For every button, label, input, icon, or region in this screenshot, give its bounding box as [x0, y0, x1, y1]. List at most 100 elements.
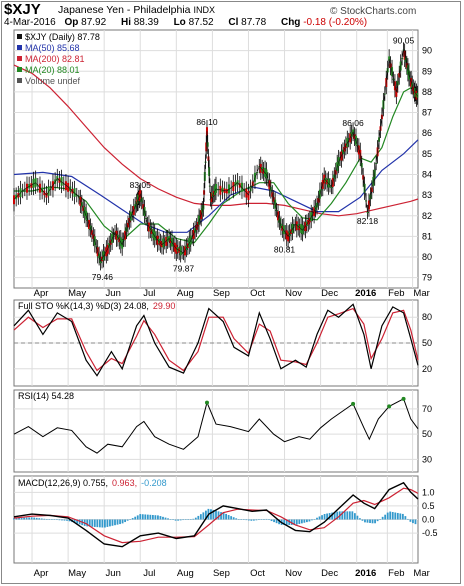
price-bar-body — [240, 182, 243, 192]
ma50-line — [13, 139, 419, 233]
macd-histogram-bar — [210, 509, 212, 520]
macd-histogram-bar — [96, 519, 99, 528]
price-bar-body — [301, 225, 304, 235]
price-bar-body — [179, 246, 182, 256]
macd-histogram-bar — [212, 509, 215, 520]
macd-histogram-bar — [63, 519, 66, 521]
macd-histogram-bar — [288, 519, 291, 525]
macd-histogram-bar — [293, 519, 296, 525]
rsi-tick-label: 70 — [422, 404, 432, 414]
close-value: 87.78 — [241, 17, 267, 28]
macd-histogram-bar — [167, 518, 169, 520]
price-bar-body — [300, 224, 303, 233]
macd-histogram-bar — [101, 519, 104, 528]
macd-histogram-bar — [346, 511, 349, 520]
macd-histogram-bar — [134, 516, 137, 520]
price-month-label: Dec — [321, 288, 338, 299]
macd-histogram-bar — [364, 519, 366, 523]
macd-histogram-bar — [336, 511, 339, 520]
macd-histogram-bar — [124, 519, 126, 523]
macd-histogram-bar — [414, 519, 417, 525]
macd-histogram-bar — [275, 519, 278, 524]
macd-histogram-bar — [303, 519, 306, 523]
price-bar-body — [38, 183, 41, 193]
macd-histogram-bar — [252, 519, 255, 521]
rsi-line — [13, 398, 419, 454]
macd-histogram-bar — [316, 517, 318, 520]
macd-histogram-bar — [68, 519, 71, 522]
macd-histogram-bar — [13, 518, 15, 520]
macd-histogram-bar — [381, 516, 384, 520]
macd-histogram-bar — [88, 519, 91, 527]
macd-histogram-bar — [313, 519, 316, 520]
macd-histogram-bar — [48, 519, 51, 520]
macd-histogram-bar — [189, 519, 192, 520]
bottom-month-label: Mar — [413, 568, 429, 579]
price-bar-body — [13, 195, 15, 205]
macd-histogram-bar — [136, 515, 139, 520]
price-bar-body — [227, 184, 230, 194]
macd-histogram-bar — [359, 518, 361, 520]
price-bar-body — [295, 221, 298, 231]
price-annotation: 82.18 — [357, 216, 379, 226]
high-value: 88.39 — [133, 17, 159, 28]
price-bar-body — [215, 183, 217, 193]
macd-histogram-bar — [202, 512, 205, 520]
macd-histogram-bar — [33, 517, 36, 520]
price-bar-body — [247, 191, 250, 201]
price-legend-entry: MA(200) 82.81 — [25, 54, 85, 64]
price-bar-body — [165, 236, 168, 246]
macd-histogram-bar — [409, 519, 412, 522]
macd-legend-entry: MACD(12,26,9) 0.755, — [18, 478, 108, 488]
macd-histogram-bar — [40, 518, 43, 520]
rsi-tick-label: 50 — [422, 429, 432, 439]
brand-logo: © StockCharts.com — [330, 6, 417, 17]
macd-tick-label: -0.5 — [422, 528, 438, 538]
macd-histogram-bar — [341, 511, 344, 520]
macd-histogram-bar — [227, 515, 230, 520]
bottom-month-label: May — [68, 568, 86, 579]
macd-histogram-bar — [177, 519, 180, 521]
macd-histogram-bar — [116, 519, 119, 525]
price-bar-body — [36, 185, 39, 187]
chg-value: -0.18 (-0.20%) — [303, 17, 368, 28]
price-bar-body — [19, 188, 22, 198]
macd-histogram-bar — [230, 516, 233, 520]
macd-histogram-bar — [343, 511, 346, 520]
price-month-label: Jun — [106, 288, 121, 299]
macd-histogram-bar — [121, 519, 124, 524]
macd-histogram-bar — [111, 519, 114, 526]
macd-histogram-bar — [141, 514, 144, 520]
macd-histogram-bar — [131, 518, 134, 520]
price-month-label: Feb — [388, 288, 404, 299]
macd-histogram-bar — [157, 515, 159, 520]
macd-histogram-bar — [318, 516, 321, 520]
quote-date: 4-Mar-2016 — [4, 17, 56, 28]
price-legend-entry: MA(50) 85.68 — [25, 43, 80, 53]
price-bar-body — [395, 87, 398, 97]
macd-legend-entry: -0.208 — [141, 478, 167, 488]
macd-histogram-bar — [394, 512, 397, 520]
chg-label: Chg — [280, 17, 301, 28]
macd-histogram-bar — [30, 517, 33, 520]
price-bar-body — [265, 169, 268, 179]
price-annotation: 90.05 — [393, 36, 415, 46]
price-legend-swatch — [17, 78, 22, 83]
macd-histogram-bar — [285, 519, 288, 525]
macd-histogram-bar — [361, 519, 364, 521]
price-bar-body — [230, 187, 233, 189]
macd-histogram-bar — [15, 518, 18, 520]
bottom-month-label: Apr — [34, 568, 49, 579]
macd-histogram-bar — [270, 519, 273, 522]
macd-histogram-bar — [192, 518, 195, 520]
open-label: Op — [64, 17, 79, 28]
high-label: Hi — [120, 17, 131, 28]
macd-histogram-bar — [126, 519, 129, 521]
bottom-month-label: Sep — [213, 568, 230, 579]
price-annotation: 83.05 — [130, 180, 152, 190]
price-month-label: Oct — [250, 288, 265, 299]
price-tick-label: 82 — [422, 211, 432, 221]
price-bar-body — [181, 252, 184, 254]
price-bar-body — [217, 189, 220, 191]
macd-histogram-bar — [351, 511, 354, 520]
